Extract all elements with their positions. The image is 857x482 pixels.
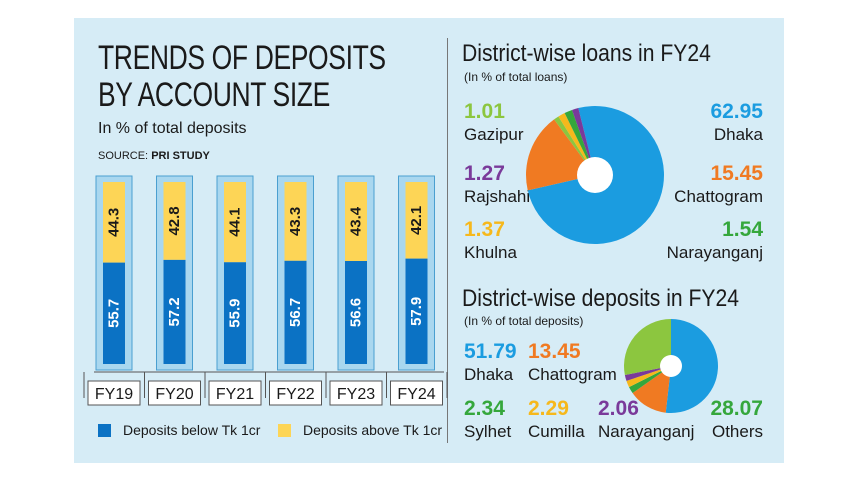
- bar-above-label: 44.3: [106, 208, 123, 237]
- deposits-title: District-wise deposits in FY24: [462, 285, 739, 312]
- loans-subtitle: (In % of total loans): [464, 70, 568, 84]
- category-label: FY23: [337, 386, 375, 403]
- category-label: FY20: [155, 386, 193, 403]
- bar-below-label: 56.6: [348, 298, 365, 327]
- main-subtitle: In % of total deposits: [98, 120, 247, 137]
- source-line: SOURCE: PRI STUDY: [98, 150, 210, 162]
- deposits-value: 13.45: [528, 340, 581, 363]
- legend-above-swatch: [278, 423, 291, 437]
- category-label: FY19: [95, 386, 133, 403]
- deposits-label-others: 28.07 Others: [710, 397, 763, 443]
- bar-below-label: 56.7: [287, 298, 304, 327]
- deposits-label-cumilla: 2.29 Cumilla: [528, 397, 585, 443]
- bar-below: [224, 262, 246, 364]
- bar-above: [103, 182, 125, 263]
- loans-value: 1.54: [722, 218, 763, 241]
- legend-below-label: Deposits below Tk 1cr: [123, 422, 261, 438]
- deposits-name: Narayanganj: [598, 422, 695, 441]
- loans-donut-chart: [526, 106, 664, 244]
- category-box: [269, 380, 322, 406]
- loans-label-khulna: 1.37 Khulna: [464, 218, 517, 264]
- section-divider: [447, 38, 448, 443]
- loans-label-gazipur: 1.01 Gazipur: [464, 100, 524, 146]
- donut-slice: [665, 319, 718, 413]
- bar-above: [163, 182, 186, 260]
- bar-below: [163, 259, 186, 364]
- loans-value: 1.01: [464, 100, 505, 123]
- loans-value: 15.45: [710, 162, 763, 185]
- bar-above: [405, 182, 428, 259]
- legend-above: Deposits above Tk 1cr: [278, 422, 442, 438]
- loans-title: District-wise loans in FY24: [462, 40, 711, 67]
- bar-above: [345, 182, 367, 261]
- donut-slice: [632, 366, 671, 413]
- deposits-label-dhaka: 51.79 Dhaka: [464, 340, 517, 386]
- loans-label-chattogram: 15.45 Chattogram: [674, 162, 763, 208]
- deposits-value: 51.79: [464, 340, 517, 363]
- bar-above-label: 43.3: [287, 207, 304, 236]
- bar-below: [103, 262, 125, 364]
- bar-below: [345, 260, 367, 364]
- deposits-subtitle: (In % of total deposits): [464, 314, 584, 328]
- deposits-value: 2.29: [528, 397, 569, 420]
- category-label: FY21: [216, 386, 254, 403]
- loans-name: Rajshahi: [464, 187, 531, 206]
- deposits-label-narayanganj: 2.06 Narayanganj: [598, 397, 694, 443]
- donut-slice: [624, 319, 671, 376]
- loans-name: Dhaka: [713, 125, 763, 144]
- bar-above-label: 42.8: [166, 206, 183, 235]
- source-label: SOURCE:: [98, 150, 149, 162]
- legend-below: Deposits below Tk 1cr: [98, 422, 260, 438]
- legend-above-label: Deposits above Tk 1cr: [303, 422, 443, 438]
- bar-above-label: 44.1: [227, 208, 244, 237]
- loans-value: 1.27: [464, 162, 505, 185]
- deposits-name: Dhaka: [464, 365, 514, 384]
- bar-above-label: 42.1: [408, 206, 425, 235]
- category-box: [329, 380, 383, 406]
- loans-label-dhaka: 62.95 Dhaka: [710, 100, 763, 146]
- bar-below-label: 57.2: [166, 297, 183, 326]
- category-box: [87, 380, 141, 406]
- bar-below-label: 55.7: [106, 299, 123, 328]
- deposits-name: Cumilla: [528, 422, 585, 441]
- deposits-value: 2.06: [598, 397, 639, 420]
- deposits-label-sylhet: 2.34 Sylhet: [464, 397, 511, 443]
- loans-name: Gazipur: [464, 125, 524, 144]
- bar-above-label: 43.4: [348, 206, 365, 236]
- deposits-value: 28.07: [710, 397, 763, 420]
- deposits-name: Chattogram: [528, 365, 617, 384]
- category-box: [148, 380, 201, 406]
- bar-below-label: 57.9: [408, 297, 425, 326]
- loans-label-rajshahi: 1.27 Rajshahi: [464, 162, 530, 208]
- deposits-name: Sylhet: [464, 422, 512, 441]
- loans-value: 62.95: [710, 100, 763, 123]
- category-box: [390, 380, 443, 406]
- source-name: PRI STUDY: [151, 150, 210, 162]
- donut-slice: [629, 366, 671, 394]
- stacked-bar-chart: 44.3 55.7 FY19 42.8 57.2 FY20 44.1 55.9 FY21 43.3…: [83, 175, 448, 406]
- loans-name: Chattogram: [674, 187, 763, 206]
- category-box: [208, 380, 262, 406]
- loans-name: Narayanganj: [666, 243, 763, 262]
- deposits-value: 2.34: [464, 397, 505, 420]
- loans-label-narayanganj: 1.54 Narayanganj: [667, 218, 763, 264]
- bar-above: [224, 182, 246, 263]
- donut-slice: [626, 366, 671, 388]
- legend-below-swatch: [98, 423, 111, 437]
- bar-above: [284, 182, 307, 261]
- donut-hole: [577, 157, 613, 193]
- donut-hole: [660, 355, 682, 377]
- loans-name: Khulna: [464, 243, 517, 262]
- bar-below-label: 55.9: [227, 299, 244, 328]
- category-label: FY22: [276, 386, 314, 403]
- main-title: TRENDS OF DEPOSITS BY ACCOUNT SIZE: [98, 39, 386, 114]
- loans-value: 1.37: [464, 218, 505, 241]
- bar-below: [405, 258, 428, 364]
- deposits-donut-chart: [624, 319, 718, 413]
- deposits-name: Others: [711, 422, 763, 441]
- bar-below: [284, 260, 307, 364]
- category-label: FY24: [397, 386, 435, 403]
- deposits-label-chattogram: 13.45 Chattogram: [528, 340, 617, 386]
- donut-slice: [624, 366, 671, 381]
